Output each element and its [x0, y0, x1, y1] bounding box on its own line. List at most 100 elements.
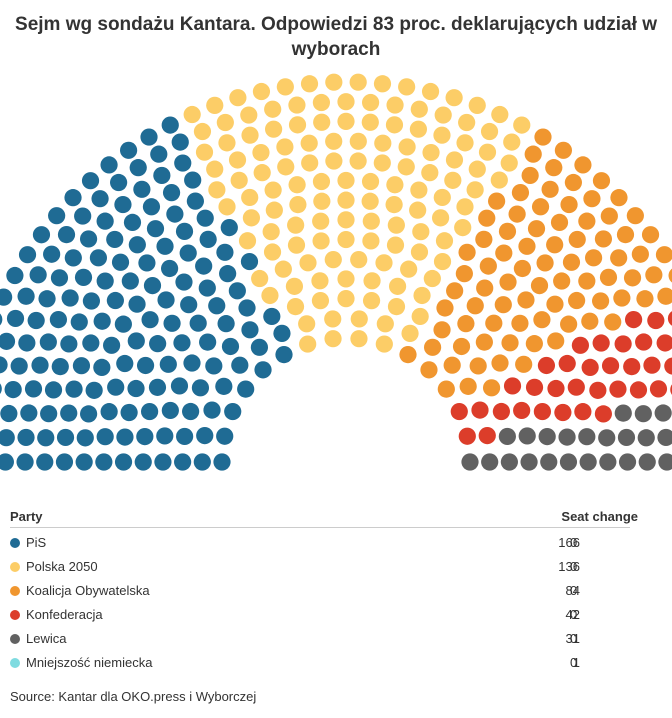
seat-polska-2050: [218, 134, 236, 152]
seat-polska-2050: [288, 96, 306, 114]
seat-polska-2050: [362, 212, 380, 230]
seat-pis: [205, 357, 223, 375]
legend-row-konfederacja: Konfederacja 42 0: [10, 605, 630, 625]
seat-polska-2050: [388, 277, 407, 295]
seat-pis: [10, 357, 28, 375]
seat-pis: [76, 429, 94, 447]
seat-konfederacja: [503, 377, 522, 395]
seat-konfederacja: [664, 357, 672, 375]
seat-pis: [142, 198, 161, 216]
seat-pis: [107, 378, 125, 396]
seat-pis: [198, 279, 216, 297]
seat-koalicja-obywatelska: [466, 297, 484, 315]
seat-koalicja-obywatelska: [458, 243, 476, 261]
seat-polska-2050: [386, 236, 405, 254]
seat-pis: [159, 355, 177, 373]
legend-seat-change: 0: [570, 583, 578, 598]
seat-polska-2050: [421, 82, 440, 101]
seat-koalicja-obywatelska: [495, 244, 513, 262]
legend-seat-count: 31: [565, 631, 580, 646]
seat-koalicja-obywatelska: [592, 172, 611, 190]
seat-koalicja-obywatelska: [459, 377, 477, 395]
seat-koalicja-obywatelska: [446, 282, 464, 300]
seat-koalicja-obywatelska: [511, 184, 530, 202]
seat-polska-2050: [274, 260, 292, 278]
seat-koalicja-obywatelska: [547, 332, 565, 350]
legend-row-mniejszosc-niemiecka: Mniejszość niemiecka 1 0: [10, 653, 630, 673]
seat-polska-2050: [410, 181, 428, 199]
seat-polska-2050: [490, 171, 508, 189]
seat-polska-2050: [398, 138, 416, 156]
seat-polska-2050: [240, 106, 258, 124]
seat-polska-2050: [337, 270, 355, 288]
seat-koalicja-obywatelska: [581, 312, 599, 330]
seat-polska-2050: [288, 176, 306, 194]
seat-polska-2050: [263, 243, 282, 261]
seat-pis: [0, 453, 14, 471]
seat-pis: [186, 192, 204, 210]
seat-pis: [106, 291, 124, 310]
seat-polska-2050: [337, 230, 355, 249]
seat-koalicja-obywatelska: [530, 277, 549, 295]
seat-pis: [74, 207, 92, 225]
seat-pis: [116, 428, 134, 446]
seat-polska-2050: [373, 154, 391, 172]
seat-pis: [24, 380, 43, 398]
seat-polska-2050: [421, 164, 439, 182]
seat-koalicja-obywatelska: [511, 314, 529, 332]
seat-koalicja-obywatelska: [475, 230, 493, 248]
seat-konfederacja: [574, 403, 592, 421]
seat-koalicja-obywatelska: [657, 287, 672, 305]
seat-polska-2050: [478, 143, 497, 161]
seat-pis: [240, 252, 259, 271]
seat-polska-2050: [363, 272, 381, 290]
legend-dot-lewica: [10, 634, 20, 644]
legend-dot-pis: [10, 538, 20, 548]
seat-pis: [162, 184, 181, 202]
legend-dot-polska-2050: [10, 562, 20, 572]
seat-polska-2050: [300, 134, 318, 152]
seat-pis: [120, 403, 138, 422]
seat-konfederacja: [458, 427, 476, 445]
seat-pis: [65, 380, 83, 398]
legend-seat-change: 0: [570, 559, 578, 574]
seat-pis: [81, 172, 100, 190]
legend-party-name: Konfederacja: [26, 607, 103, 622]
seat-koalicja-obywatelska: [508, 205, 526, 223]
seat-pis: [128, 295, 146, 313]
seat-pis: [49, 311, 67, 329]
seat-koalicja-obywatelska: [592, 292, 610, 310]
legend-seat-count: 166: [558, 535, 580, 550]
seat-pis: [150, 145, 168, 163]
seat-change-column-header: Seat change: [561, 509, 638, 524]
seat-pis: [238, 299, 256, 317]
seat-polska-2050: [251, 269, 269, 288]
seat-pis: [138, 254, 156, 272]
seat-polska-2050: [313, 192, 331, 210]
seat-koalicja-obywatelska: [436, 299, 454, 317]
seat-koalicja-obywatelska: [527, 220, 546, 238]
seat-pis: [31, 356, 49, 374]
seat-pis: [114, 315, 132, 333]
seat-lewica: [518, 427, 536, 445]
seat-pis: [166, 205, 184, 223]
seat-polska-2050: [503, 133, 521, 151]
seat-polska-2050: [337, 171, 355, 190]
seat-pis: [173, 334, 191, 352]
seat-polska-2050: [445, 89, 463, 107]
seat-pis: [241, 321, 259, 339]
seat-koalicja-obywatelska: [501, 334, 519, 352]
legend-dot-konfederacja: [10, 610, 20, 620]
seat-koalicja-obywatelska: [469, 357, 487, 375]
seat-koalicja-obywatelska: [560, 315, 578, 333]
seat-konfederacja: [625, 311, 643, 329]
seat-koalicja-obywatelska: [513, 259, 532, 278]
seat-polska-2050: [412, 223, 430, 241]
seat-pis: [103, 336, 121, 354]
seat-koalicja-obywatelska: [613, 289, 631, 307]
seat-polska-2050: [387, 298, 406, 316]
seat-pis: [127, 332, 145, 350]
seat-polska-2050: [410, 100, 428, 118]
seat-pis: [17, 428, 35, 447]
seat-polska-2050: [193, 122, 212, 141]
